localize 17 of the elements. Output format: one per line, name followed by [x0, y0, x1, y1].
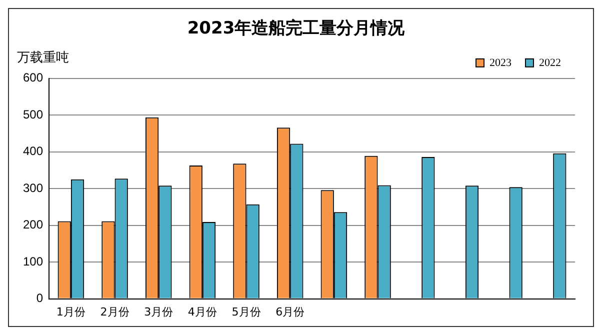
x-tick-label: 2月份 [100, 305, 130, 318]
y-tick-label: 400 [22, 144, 44, 158]
legend-label: 2022 [539, 56, 561, 69]
y-axis-title: 万载重吨 [17, 50, 69, 66]
x-tick-label: 4月份 [188, 305, 217, 318]
y-tick-label: 200 [22, 218, 44, 232]
y-tick-label: 600 [22, 70, 44, 85]
y-tick-label: 0 [36, 291, 44, 306]
x-tick-label: 3月份 [144, 305, 174, 318]
chart-title: 2023年造船完工量分月情况 [187, 18, 406, 39]
y-tick-label: 300 [22, 180, 44, 195]
x-tick-label: 1月份 [56, 305, 86, 318]
legend-label: 2023 [490, 56, 512, 69]
x-tick-label: 6月份 [276, 305, 305, 318]
y-tick-label: 500 [22, 107, 44, 122]
x-tick-label: 5月份 [232, 305, 261, 318]
y-tick-label: 100 [22, 254, 44, 268]
